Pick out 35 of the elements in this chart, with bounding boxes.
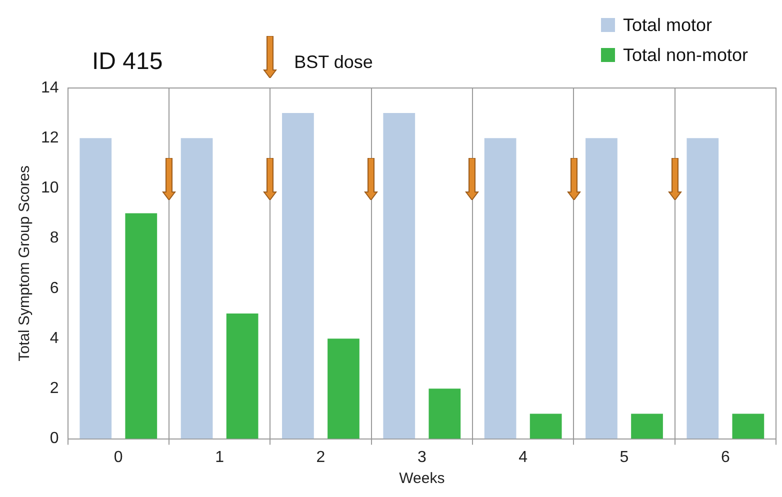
bar [686, 138, 719, 439]
y-tick-label: 12 [41, 130, 59, 147]
bar [484, 138, 516, 439]
x-tick-label: 0 [114, 448, 123, 466]
y-tick-label: 6 [50, 280, 59, 297]
y-tick-label: 8 [50, 230, 59, 247]
bar [732, 414, 764, 439]
bar [226, 314, 258, 439]
y-tick-label: 2 [50, 380, 59, 398]
bar [383, 113, 416, 439]
y-axis-title: Total Symptom Group Scores [16, 165, 34, 362]
bar [328, 338, 360, 439]
bar [80, 138, 112, 439]
x-axis-title: Weeks [399, 470, 445, 488]
legend-label: Total motor [622, 14, 712, 36]
x-tick-label: 4 [518, 448, 528, 466]
bar [530, 414, 562, 439]
x-tick-label: 1 [215, 448, 224, 466]
legend-label: Total non-motor [622, 44, 748, 66]
bar [428, 388, 461, 439]
y-tick-label: 10 [41, 180, 59, 197]
y-tick-label: 4 [50, 330, 59, 347]
text: ID 415 [92, 48, 163, 76]
y-tick-label: 0 [50, 430, 59, 448]
bar [631, 414, 663, 439]
bar [282, 113, 314, 439]
x-tick-label: 6 [720, 448, 730, 466]
bar [586, 138, 618, 439]
bar [180, 138, 213, 439]
y-tick-label: 14 [41, 79, 59, 96]
bar [125, 213, 158, 439]
x-tick-label: 5 [620, 448, 629, 466]
x-tick-label: 3 [417, 448, 426, 466]
text: BST dose [294, 52, 373, 73]
x-tick-label: 2 [316, 448, 326, 466]
